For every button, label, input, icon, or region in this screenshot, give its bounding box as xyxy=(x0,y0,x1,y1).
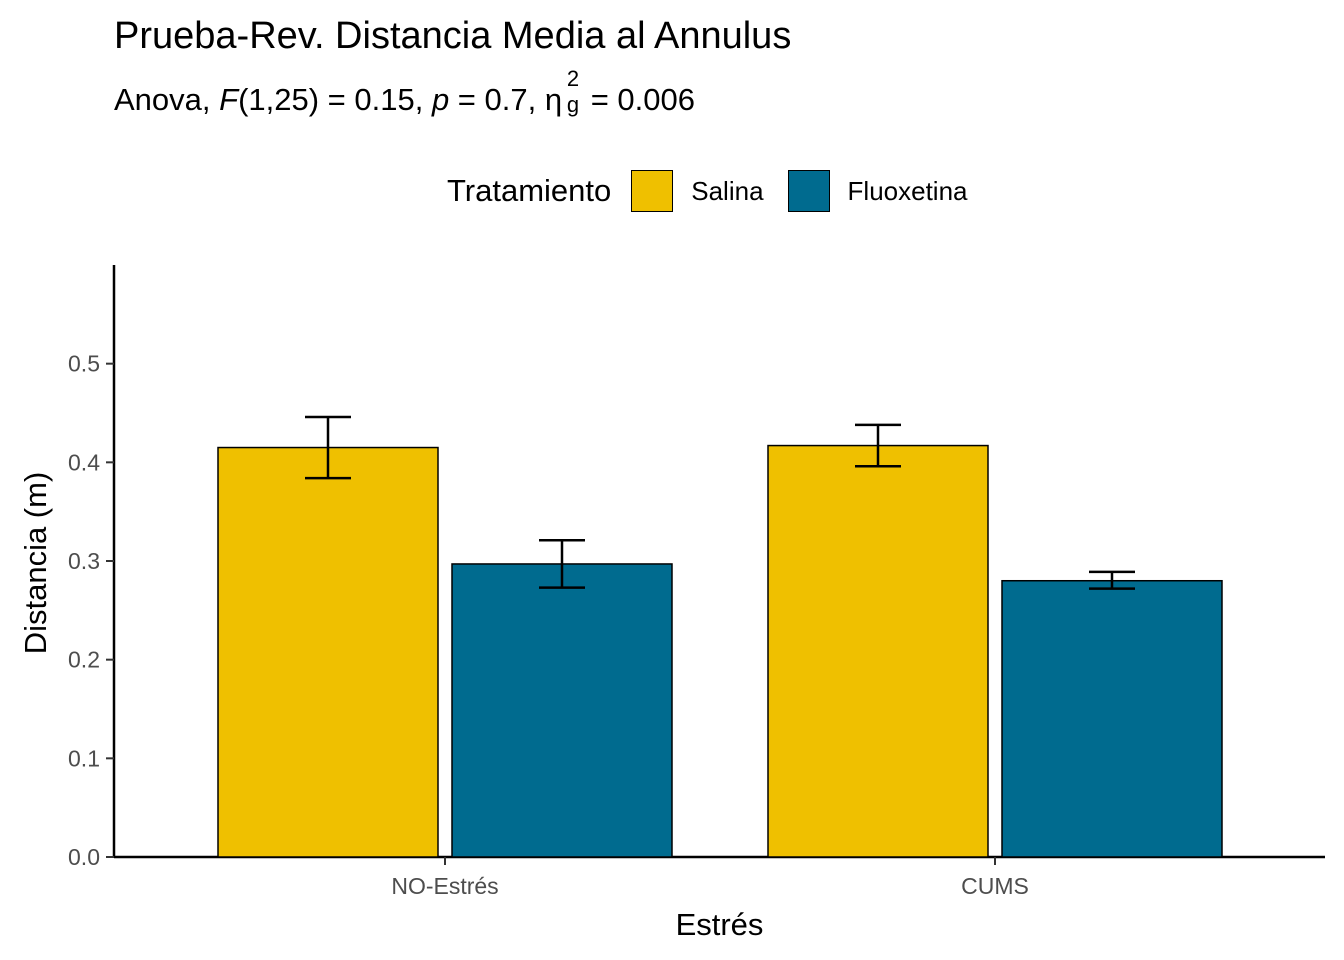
subtitle-p-value: = 0.7, xyxy=(449,82,545,117)
subtitle-p-symbol: p xyxy=(431,82,450,117)
y-tick-label: 0.3 xyxy=(68,548,100,574)
y-tick-label: 0.5 xyxy=(68,351,100,377)
subtitle-eta-sup: 2 xyxy=(566,66,580,91)
legend-label-fluoxetina: Fluoxetina xyxy=(847,175,968,206)
y-tick-label: 0.1 xyxy=(68,745,100,771)
legend-title: Tratamiento xyxy=(447,173,612,208)
subtitle-eta-sub: g xyxy=(566,92,580,117)
subtitle-f-symbol: F xyxy=(219,82,239,117)
legend-label-salina: Salina xyxy=(691,175,764,206)
chart-title: Prueba-Rev. Distancia Media al Annulus xyxy=(114,15,792,57)
bar xyxy=(451,563,673,858)
subtitle-eta-value: = 0.006 xyxy=(582,82,695,117)
x-tick-label: NO-Estrés xyxy=(391,873,498,899)
bar xyxy=(217,446,439,858)
legend: Tratamiento Salina Fluoxetina xyxy=(447,169,968,213)
x-tick-label: CUMS xyxy=(961,873,1029,899)
legend-key-salina xyxy=(631,170,674,212)
subtitle-eta-symbol: η xyxy=(544,82,563,117)
x-axis-label: Estrés xyxy=(676,907,764,942)
subtitle-f-value: (1,25) = 0.15, xyxy=(238,82,432,117)
bar xyxy=(1001,579,1223,858)
subtitle-prefix: Anova, xyxy=(114,82,220,117)
y-tick-label: 0.0 xyxy=(68,844,100,870)
y-tick-label: 0.4 xyxy=(68,449,100,475)
y-tick-label: 0.2 xyxy=(68,647,100,673)
y-axis-label: Distancia (m) xyxy=(18,472,53,655)
legend-key-fluoxetina xyxy=(787,170,830,212)
bar xyxy=(767,444,989,858)
